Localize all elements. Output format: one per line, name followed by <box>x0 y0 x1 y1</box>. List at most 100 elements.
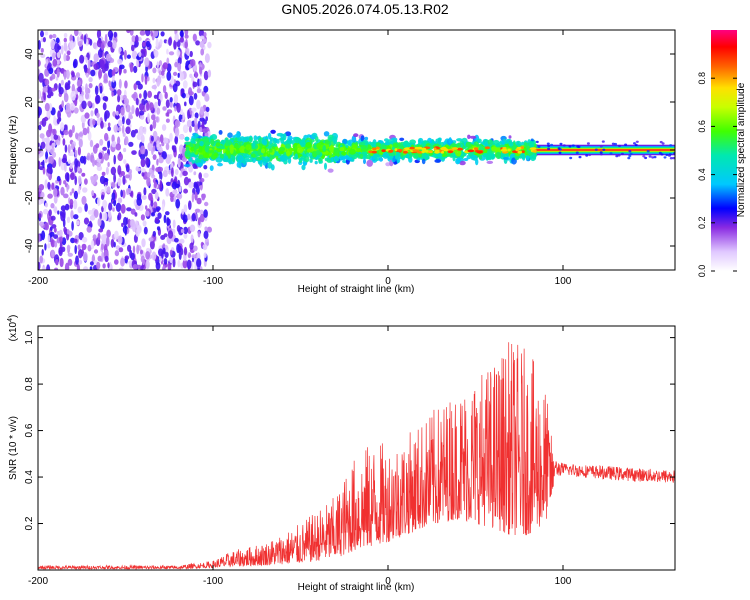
noise-cell <box>179 238 185 244</box>
colorbar-gradient <box>711 30 737 271</box>
noise-cell <box>117 165 122 176</box>
signal-cell <box>255 156 263 161</box>
noise-cell <box>84 178 88 185</box>
signal-hotspot <box>500 148 508 152</box>
signal-cell <box>213 153 218 157</box>
noise-cell <box>105 166 109 175</box>
noise-cell <box>102 96 108 101</box>
signal-cell <box>355 148 361 153</box>
heatmap-y-tick-label: -40 <box>24 238 35 253</box>
noise-cell <box>131 44 135 52</box>
noise-cell <box>126 104 131 113</box>
carrier-fringe <box>559 142 563 146</box>
noise-cell <box>174 105 177 112</box>
signal-cell <box>229 146 234 154</box>
noise-cell <box>38 106 42 116</box>
noise-cell <box>140 168 146 173</box>
signal-cell <box>210 134 218 141</box>
signal-cell <box>476 138 482 144</box>
noise-cell <box>66 50 71 56</box>
signal-cell <box>298 157 305 161</box>
noise-cell <box>122 175 126 186</box>
noise-cell <box>196 99 201 110</box>
signal-cell <box>269 154 274 160</box>
noise-cell <box>97 49 103 58</box>
noise-cell <box>177 72 180 78</box>
noise-cell <box>61 100 64 108</box>
noise-cell <box>115 110 119 116</box>
noise-cell <box>139 110 145 116</box>
noise-cell <box>117 197 123 204</box>
noise-cell <box>136 197 142 206</box>
noise-cell <box>183 226 189 235</box>
noise-cell <box>151 114 156 121</box>
noise-cell <box>161 250 164 259</box>
carrier-fringe <box>618 144 621 148</box>
noise-cell <box>182 170 188 177</box>
noise-cell <box>39 221 44 227</box>
noise-cell <box>191 254 197 259</box>
noise-cell <box>147 90 153 98</box>
signal-cell <box>242 158 250 163</box>
noise-cell <box>76 263 80 270</box>
noise-cell <box>53 187 58 198</box>
noise-cell <box>99 212 102 221</box>
noise-cell <box>89 266 93 270</box>
signal-cell <box>280 137 285 144</box>
signal-hotspot <box>447 150 454 154</box>
noise-cell <box>146 102 150 111</box>
carrier-fringe <box>562 144 566 147</box>
noise-cell <box>113 199 117 207</box>
noise-cell <box>174 135 179 145</box>
signal-cell <box>294 136 301 144</box>
noise-cell <box>96 39 103 48</box>
noise-cell <box>131 94 136 99</box>
carrier-fringe <box>571 144 575 147</box>
noise-cell <box>182 214 188 223</box>
signal-cell <box>217 162 223 167</box>
noise-cell <box>117 177 122 187</box>
noise-cell <box>163 258 168 265</box>
noise-cell <box>73 238 78 243</box>
noise-cell <box>143 90 148 100</box>
signal-cell <box>372 153 379 158</box>
noise-cell <box>123 49 127 60</box>
noise-cell <box>54 206 58 214</box>
noise-cell <box>90 239 95 250</box>
signal-cell <box>294 153 299 160</box>
noise-cell <box>136 133 143 141</box>
noise-cell <box>88 220 92 227</box>
noise-cell <box>77 206 83 214</box>
noise-cell <box>45 140 50 151</box>
noise-cell <box>147 142 153 152</box>
signal-cell <box>413 154 419 159</box>
noise-cell <box>193 183 199 189</box>
carrier-fringe <box>535 140 539 144</box>
noise-cell <box>59 235 63 243</box>
noise-cell <box>58 157 61 167</box>
noise-cell <box>54 267 59 270</box>
noise-cell <box>153 181 157 189</box>
noise-cell <box>57 110 61 120</box>
noise-cell <box>118 267 124 270</box>
noise-cell <box>108 80 111 87</box>
signal-cell <box>305 152 310 157</box>
signal-hotspot <box>433 147 437 151</box>
signal-hotspot <box>371 150 377 154</box>
noise-cell <box>58 246 63 257</box>
noise-cell <box>164 244 168 250</box>
noise-cell <box>64 144 68 153</box>
noise-cell <box>200 48 205 56</box>
noise-cell <box>155 116 159 123</box>
noise-cell <box>97 197 101 207</box>
signal-cell <box>364 136 369 141</box>
signal-cell <box>387 155 394 159</box>
signal-cell <box>491 146 498 152</box>
noise-cell <box>112 68 116 76</box>
noise-cell <box>51 249 55 258</box>
noise-cell <box>126 54 131 59</box>
signal-cell <box>267 132 272 140</box>
signal-cell <box>341 151 346 156</box>
noise-cell <box>63 37 67 43</box>
signal-cell <box>329 145 335 153</box>
